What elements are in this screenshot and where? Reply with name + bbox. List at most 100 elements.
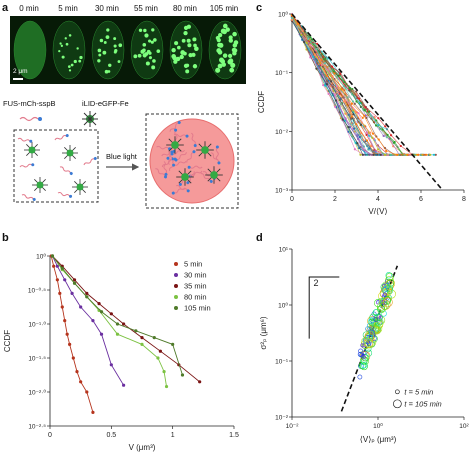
ccdf-point — [315, 67, 318, 70]
condensate-spot — [151, 65, 156, 70]
fus-chain — [173, 187, 186, 194]
data-point — [162, 370, 166, 374]
data-point — [115, 332, 120, 336]
fus-chain — [172, 149, 185, 155]
ccdf-point — [330, 65, 334, 68]
ccdf-curve — [291, 19, 371, 133]
slope-indicator — [308, 276, 340, 339]
chart-b: 0 0.5 1 1.5 10⁰ 10⁻⁰·⁵ 10⁻¹·⁰ 10⁻¹·⁵ 10⁻²·⁰ 10⁻²·… — [3, 253, 239, 453]
scatter-point — [364, 339, 374, 349]
ilid-core — [210, 171, 218, 179]
x-tick-label: 10⁻² — [286, 423, 300, 430]
ccdf-point — [379, 153, 382, 156]
data-point — [52, 264, 56, 268]
y-tick-label: 10⁰ — [278, 302, 288, 310]
x-tick-label: 2 — [333, 196, 337, 203]
fus-molecule — [172, 160, 187, 167]
fus-head — [29, 139, 33, 143]
ccdf-point — [395, 153, 399, 156]
condensate-spot — [232, 43, 238, 48]
fus-head — [32, 197, 36, 201]
fus-head — [186, 189, 190, 193]
condensate-spot — [227, 53, 233, 59]
ccdf-point — [429, 153, 432, 156]
legend-label: 5 min — [184, 260, 202, 269]
x-tick-label: 10² — [459, 423, 469, 430]
ccdf-point — [382, 134, 385, 137]
ccdf-point — [371, 132, 375, 135]
y-tick-label: 10⁻³ — [275, 188, 289, 195]
condensate-spot — [181, 38, 186, 43]
ccdf-point — [357, 112, 360, 115]
condensate-spot — [217, 63, 223, 69]
ccdf-point — [328, 73, 331, 76]
dense-molecules — [155, 121, 223, 195]
condensate-spot — [67, 65, 71, 68]
condensate-spot — [108, 63, 112, 68]
ccdf-point — [347, 125, 350, 129]
data-point — [97, 302, 101, 306]
time-label: 30 min — [94, 4, 119, 13]
fus-molecule — [17, 137, 33, 143]
condensate-spot — [218, 33, 223, 38]
scatter-point — [360, 343, 365, 348]
data-point — [91, 319, 95, 323]
y-axis-label: CCDF — [3, 330, 12, 352]
condensate-spot — [148, 39, 152, 43]
condensate-droplet — [149, 118, 235, 204]
ccdf-point — [370, 144, 373, 148]
ilid-molecule — [62, 145, 78, 161]
fus-molecule — [200, 173, 213, 183]
data-point — [180, 373, 185, 377]
data-point — [50, 254, 55, 258]
ccdf-curve — [291, 17, 352, 119]
condensate-spot — [192, 37, 197, 42]
scatter-point — [363, 338, 374, 348]
ccdf-point — [344, 99, 347, 102]
ccdf-point — [322, 83, 325, 87]
fus-head — [185, 134, 189, 138]
fus-head — [171, 191, 175, 195]
ccdf-point — [372, 153, 375, 156]
fus-head — [174, 128, 178, 132]
y-tick-label: 10⁻²·⁵ — [28, 424, 46, 431]
ccdf-point — [338, 104, 341, 108]
data-point — [79, 380, 83, 384]
fus-head — [186, 181, 190, 185]
ccdf-point — [377, 117, 380, 120]
fus-chain — [174, 160, 187, 166]
ilid-molecule — [24, 142, 40, 158]
data-point — [152, 336, 156, 340]
fus-molecule — [186, 171, 195, 185]
ccdf-point — [434, 153, 437, 156]
slope-label: 2 — [314, 278, 319, 288]
fus-head — [193, 144, 197, 148]
ilid-core — [36, 181, 44, 189]
scatter-point — [377, 314, 381, 319]
fus-head — [187, 165, 191, 169]
ccdf-point — [354, 141, 357, 144]
ccdf-point — [368, 147, 371, 150]
fus-chain — [173, 133, 187, 138]
condensate-spot — [150, 40, 154, 44]
microscopy-strip: 2 μm — [10, 16, 246, 84]
ilid-molecule — [176, 168, 194, 186]
legend-label: 30 min — [184, 271, 207, 280]
y-tick-label: 10¹ — [279, 247, 289, 254]
fus-chain — [19, 163, 33, 168]
fus-head — [166, 156, 170, 160]
condensate-spot — [114, 49, 118, 53]
ccdf-point — [303, 40, 306, 44]
data-point — [55, 278, 59, 282]
ccdf-curve — [291, 20, 414, 156]
condensate-spot — [188, 53, 193, 58]
series-line — [52, 255, 183, 376]
fus-molecule — [59, 166, 73, 175]
condensate-spot — [153, 38, 157, 42]
condensate-spot — [102, 50, 107, 55]
data-point — [85, 291, 89, 295]
scatter-point — [361, 362, 368, 369]
ccdf-point — [326, 80, 329, 83]
ccdf-point — [349, 117, 353, 120]
data-point — [115, 322, 120, 326]
